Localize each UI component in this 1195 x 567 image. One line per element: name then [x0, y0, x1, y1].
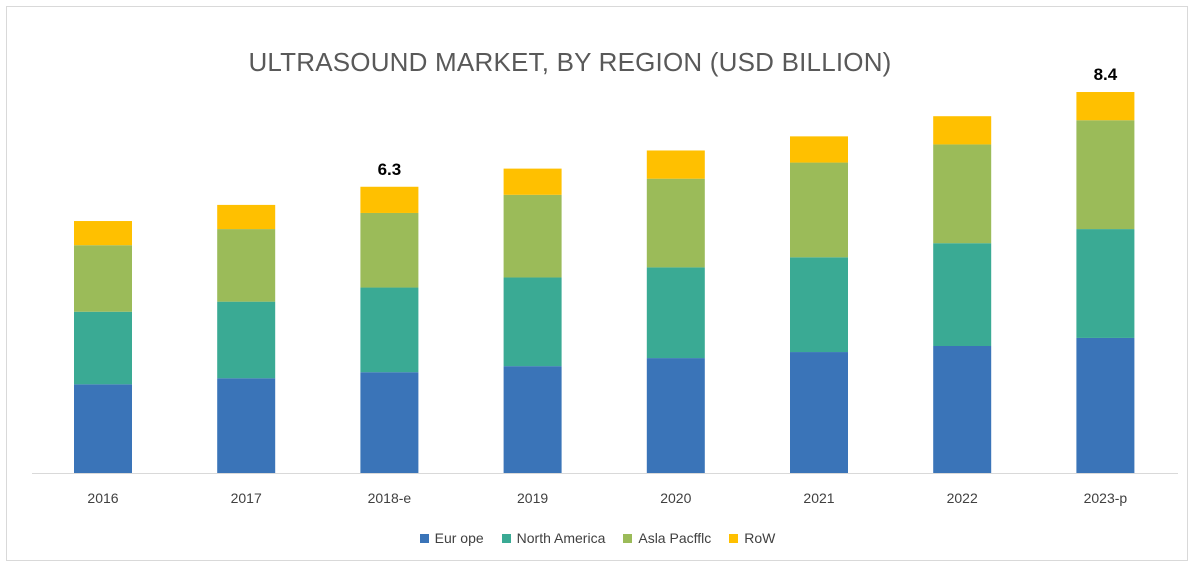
legend-label: North America [516, 530, 606, 546]
legend-swatch [623, 533, 633, 543]
bar-segment-asia-pacific-2023-p [1076, 120, 1135, 230]
bar-segment-europe-2018-e [360, 372, 419, 473]
bar-segment-north-america-2018-e [360, 287, 419, 373]
x-tick-label-2018-e: 2018-e [368, 490, 412, 506]
bar-segment-north-america-2017 [217, 301, 276, 379]
x-tick-label-2021: 2021 [803, 490, 834, 506]
bar-segment-asia-pacific-2018-e [360, 212, 419, 288]
legend-swatch [501, 533, 511, 543]
bar-segment-row-2017 [217, 204, 276, 230]
legend-swatch [419, 533, 429, 543]
bar-segment-europe-2016 [74, 384, 132, 473]
bar-segment-row-2019 [503, 168, 562, 195]
bar-segment-europe-2021 [790, 352, 848, 473]
bar-segment-north-america-2019 [503, 277, 562, 367]
bar-segment-row-2018-e [360, 186, 419, 213]
legend-label: RoW [744, 530, 776, 546]
chart-title: ULTRASOUND MARKET, BY REGION (USD BILLIO… [248, 47, 892, 77]
bar-segment-row-2022 [933, 116, 992, 145]
x-tick-label-2016: 2016 [87, 490, 118, 506]
x-tick-label-2022: 2022 [947, 490, 978, 506]
bar-segment-row-2023-p [1076, 92, 1135, 121]
data-label-2018-e: 6.3 [378, 160, 402, 179]
data-label-2023-p: 8.4 [1094, 65, 1118, 84]
x-tick-label-2019: 2019 [517, 490, 548, 506]
bar-segment-europe-2023-p [1076, 337, 1135, 473]
legend-label: Asla Pacfflc [638, 530, 712, 546]
bar-segment-asia-pacific-2019 [503, 194, 562, 278]
legend-label: Eur ope [434, 530, 484, 546]
bar-segment-north-america-2021 [790, 257, 848, 353]
chart-legend: Eur ope North America Asla Pacfflc RoW [0, 530, 1195, 546]
bar-segment-europe-2019 [503, 366, 562, 473]
bar-segment-north-america-2020 [646, 267, 705, 359]
bar-segment-asia-pacific-2020 [646, 178, 705, 268]
bar-segment-row-2016 [74, 221, 132, 246]
bar-segment-north-america-2022 [933, 243, 992, 347]
bar-segment-north-america-2016 [74, 311, 132, 385]
legend-item: RoW [729, 530, 775, 546]
bar-segment-row-2021 [790, 136, 848, 163]
bar-segment-europe-2020 [646, 358, 705, 473]
x-tick-label-2020: 2020 [660, 490, 691, 506]
bar-segment-north-america-2023-p [1076, 229, 1135, 338]
bar-segment-asia-pacific-2022 [933, 144, 992, 244]
bar-segment-asia-pacific-2021 [790, 162, 848, 258]
bar-segment-europe-2022 [933, 346, 992, 473]
bar-segment-row-2020 [646, 150, 705, 179]
legend-item: Asla Pacfflc [623, 530, 711, 546]
x-tick-label-2023-p: 2023-p [1084, 490, 1128, 506]
legend-swatch [729, 533, 739, 543]
bar-segment-asia-pacific-2016 [74, 245, 132, 312]
x-tick-label-2017: 2017 [231, 490, 262, 506]
legend-item: Eur ope [419, 530, 484, 546]
legend-item: North America [501, 530, 606, 546]
bar-segment-asia-pacific-2017 [217, 229, 276, 302]
bar-segment-europe-2017 [217, 378, 276, 473]
